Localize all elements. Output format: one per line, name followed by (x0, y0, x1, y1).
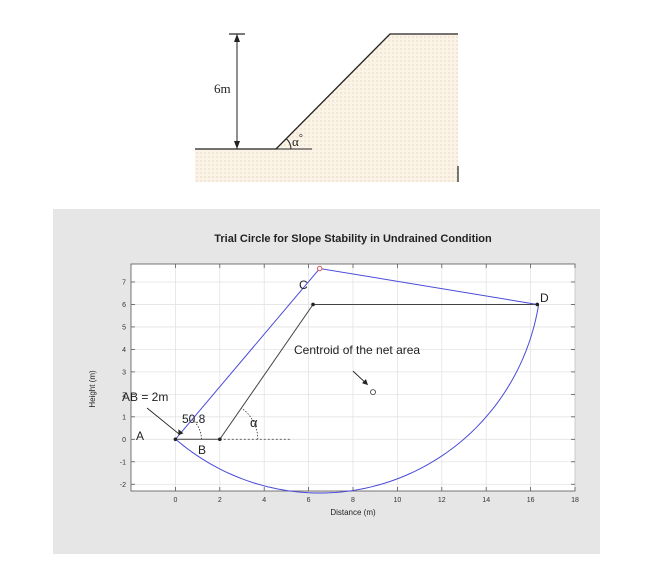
x-tick-label: 16 (527, 497, 535, 504)
x-tick-label: 8 (351, 497, 355, 504)
point-label-c: C (299, 278, 308, 292)
slope-surface (195, 33, 458, 150)
centroid-leader-arrow-icon (361, 379, 368, 386)
x-tick-label: 12 (438, 497, 446, 504)
y-tick-label: 6 (122, 302, 126, 309)
x-tick-label: 18 (571, 497, 579, 504)
plot-panel: 0 2 4 6 8 10 12 14 16 18 -2 -1 0 1 2 3 4 5 6 7 Trial Circle… (53, 209, 600, 554)
angle-arc (286, 138, 292, 150)
y-tick-label: -2 (120, 482, 126, 489)
ab-leader-arrow-icon (178, 429, 184, 436)
centroid-marker (370, 389, 376, 396)
chart-title: Trial Circle for Slope Stability in Undr… (214, 233, 492, 245)
angle-b-symbol: α (250, 415, 258, 430)
y-tick-label: -1 (120, 459, 126, 466)
x-tick-label: 0 (173, 497, 177, 504)
point-label-d: D (540, 291, 549, 305)
y-tick-label: 0 (122, 437, 126, 444)
point-label-b: B (198, 443, 207, 457)
point-marker-b (218, 437, 222, 442)
point-marker-c (311, 302, 315, 307)
degree-symbol: ° (299, 133, 303, 144)
y-tick-label: 2 (122, 392, 126, 399)
x-axis-label: Distance (m) (330, 508, 376, 517)
point-marker-a (173, 437, 178, 442)
height-label: 6m (214, 81, 231, 96)
height-arrow-down-icon (234, 141, 240, 149)
x-tick-label: 10 (394, 497, 402, 504)
slope-profile-line (175, 303, 538, 440)
y-tick-label: 7 (122, 279, 126, 286)
x-tick-label: 6 (307, 497, 311, 504)
angle-arc-a (191, 419, 202, 440)
y-tick-label: 5 (122, 324, 126, 331)
x-tick-label: 4 (262, 497, 266, 504)
y-tick-label: 3 (122, 369, 126, 376)
soil-region (195, 34, 458, 182)
angle-arc-b (241, 407, 259, 440)
trial-arc (175, 304, 540, 494)
point-marker-d (535, 302, 540, 307)
height-arrow-up-icon (234, 34, 240, 42)
angle-label: α° (292, 133, 303, 149)
x-tick-label: 2 (218, 497, 222, 504)
slope-sketch: 6m α° (195, 33, 459, 182)
circle-center-marker (317, 265, 323, 272)
y-tick-label: 1 (122, 414, 126, 421)
ab-length-label: AB = 2m (122, 390, 169, 404)
x-tick-label: 14 (482, 497, 490, 504)
angle-a-value: 50.8 (182, 412, 206, 426)
point-label-a: A (136, 429, 145, 443)
centroid-label: Centroid of the net area (294, 343, 421, 357)
y-tick-label: 4 (122, 347, 126, 354)
ab-leader-line (146, 407, 180, 435)
angle-symbol: α (292, 134, 299, 149)
y-axis-label: Height (m) (88, 370, 97, 408)
